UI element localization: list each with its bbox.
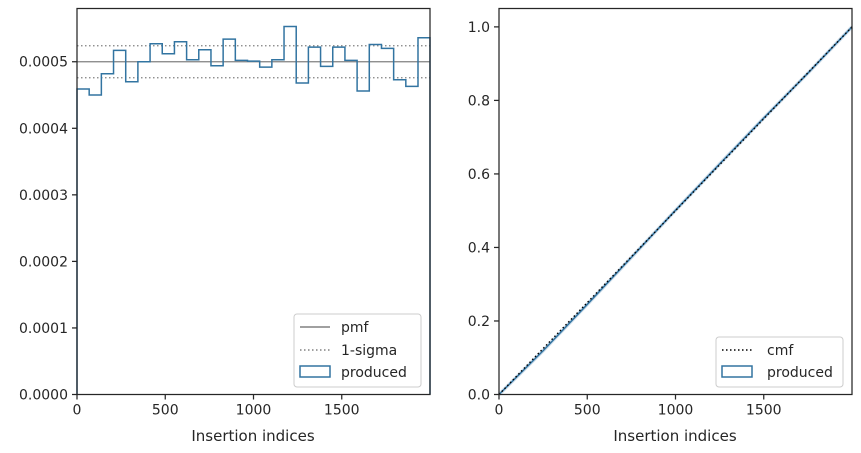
y-tick-label: 0.0000 xyxy=(19,388,68,404)
left-legend-box xyxy=(293,313,422,388)
y-tick-label: 0.0001 xyxy=(19,321,68,337)
legend-pmf-label: pmf xyxy=(341,320,370,336)
cmf-line xyxy=(498,26,853,395)
right-legend-box xyxy=(715,336,844,388)
y-tick-label: 0.8 xyxy=(468,93,490,109)
y-tick-label: 0.2 xyxy=(468,314,490,330)
right-x-axis-label: Insertion indices xyxy=(613,427,736,445)
x-tick-label: 1500 xyxy=(324,403,360,419)
legend-1-sigma-label: 1-sigma xyxy=(341,343,397,359)
x-tick-label: 1000 xyxy=(236,403,272,419)
y-tick-label: 0.0 xyxy=(468,388,490,404)
legend-produced-label: produced xyxy=(341,365,407,381)
y-tick-label: 0.6 xyxy=(468,167,490,183)
y-tick-label: 0.0003 xyxy=(19,188,68,204)
y-tick-label: 0.0004 xyxy=(19,121,68,137)
x-tick-label: 500 xyxy=(574,403,601,419)
y-tick-label: 0.0002 xyxy=(19,254,68,270)
y-tick-label: 0.0005 xyxy=(19,55,68,71)
produced-step-histogram xyxy=(76,25,431,395)
x-tick-label: 0 xyxy=(495,403,504,419)
legend-produced-label-right: produced xyxy=(767,365,833,381)
cmf-chart: 0 500 1000 1500 0.0 0.2 0.4 0.6 0.8 1.0 Insertio… xyxy=(468,7,854,445)
x-tick-label: 1000 xyxy=(658,403,694,419)
legend-cmf-label: cmf xyxy=(767,343,794,359)
legend-produced-swatch-right xyxy=(721,365,753,378)
x-tick-label: 1500 xyxy=(746,403,782,419)
left-legend: pmf 1-sigma produced xyxy=(293,313,422,388)
right-legend: cmf produced xyxy=(715,336,844,388)
x-tick-label: 0 xyxy=(73,403,82,419)
legend-produced-swatch xyxy=(299,365,331,378)
y-tick-label: 0.4 xyxy=(468,240,490,256)
pmf-histogram-chart: 0 500 1000 1500 0.0000 0.0001 0.0002 0.0003 0.0… xyxy=(19,7,431,445)
x-tick-label: 500 xyxy=(152,403,179,419)
y-tick-label: 1.0 xyxy=(468,20,490,36)
left-x-axis-label: Insertion indices xyxy=(191,427,314,445)
